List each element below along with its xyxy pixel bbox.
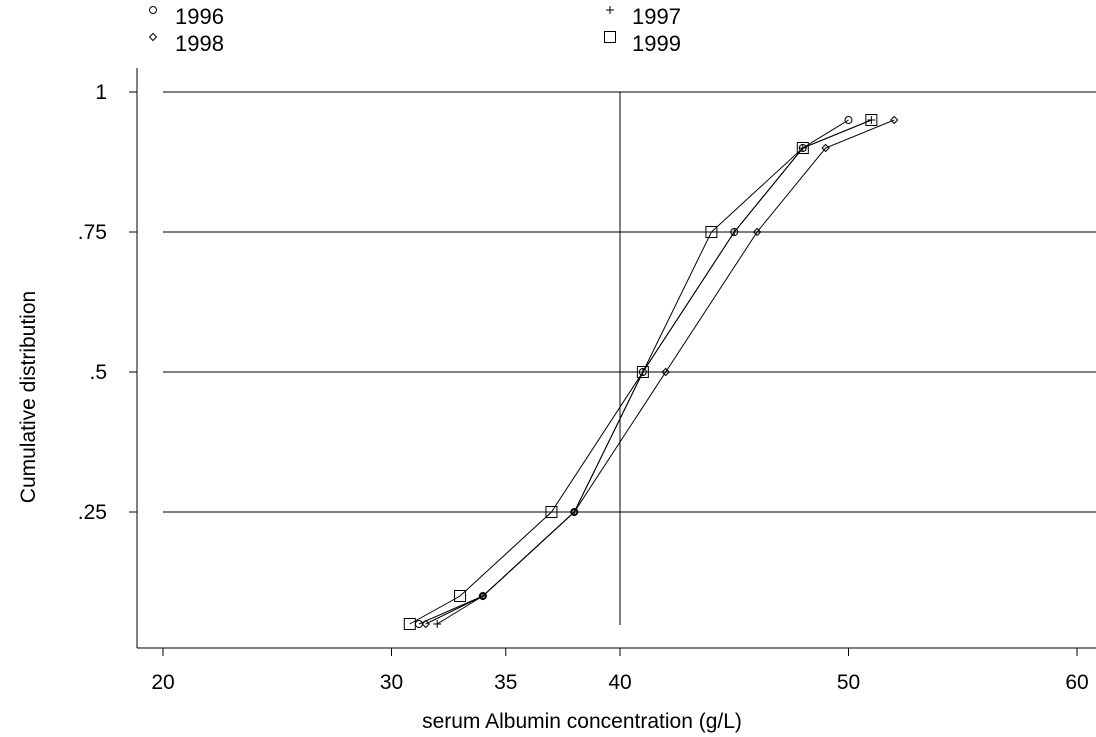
x-tick-label: 35	[494, 671, 517, 694]
series-line-1998	[425, 119, 895, 625]
legend-label-1996: 1996	[175, 4, 224, 29]
x-axis-label: serum Albumin concentration (g/L)	[422, 710, 742, 733]
y-tick-label: .25	[78, 501, 107, 524]
legend-marker-1998	[148, 32, 158, 42]
data-point-1998	[661, 367, 670, 377]
data-point-1998	[421, 619, 430, 629]
plot-frame	[136, 68, 1096, 649]
legend-label-1997: 1997	[632, 4, 681, 29]
y-tick-label: .5	[89, 361, 107, 384]
data-point-1999	[636, 366, 649, 378]
data-point-1997	[730, 228, 739, 236]
x-tick-label: 20	[151, 671, 174, 694]
series-1998	[421, 115, 899, 629]
data-point-1998	[889, 115, 899, 125]
legend-label-1998: 1998	[175, 31, 224, 56]
y-tick-label: 1	[95, 81, 107, 104]
data-point-1998	[752, 227, 762, 237]
data-point-1999	[454, 590, 467, 602]
legend-marker-1999	[604, 31, 616, 43]
axis-ticks: .25 .5 .75 1 20 30 35 40 50 60	[78, 81, 1089, 694]
legend-label-1999: 1999	[632, 31, 681, 56]
legend: 1996 1997 1998 1999	[148, 4, 681, 56]
data-point-1999	[545, 506, 558, 518]
series-line-1999	[409, 119, 872, 625]
legend-item-1999: 1999	[604, 31, 681, 56]
data-point-1998	[478, 591, 488, 601]
data-point-1999	[705, 226, 718, 238]
x-tick-label: 60	[1065, 671, 1088, 694]
x-tick-label: 30	[380, 671, 403, 694]
data-point-1996	[844, 116, 853, 124]
legend-marker-1997	[606, 6, 614, 14]
x-tick-label: 50	[837, 671, 860, 694]
y-axis-label: Cumulative distribution	[17, 291, 40, 503]
series-1999	[403, 114, 878, 630]
data-point-1999	[403, 618, 416, 630]
x-tick-label: 40	[608, 671, 631, 694]
legend-item-1998: 1998	[148, 31, 224, 56]
y-tick-label: .75	[78, 221, 107, 244]
data-point-1997	[433, 620, 442, 628]
data-point-1999	[796, 142, 809, 154]
series-group	[403, 114, 899, 630]
legend-item-1997: 1997	[606, 4, 681, 29]
data-point-1998	[821, 143, 830, 153]
legend-marker-1996	[149, 6, 157, 14]
data-point-1998	[570, 507, 579, 517]
legend-item-1996: 1996	[149, 4, 224, 29]
gridlines	[163, 91, 1096, 513]
data-point-1999	[865, 114, 878, 126]
